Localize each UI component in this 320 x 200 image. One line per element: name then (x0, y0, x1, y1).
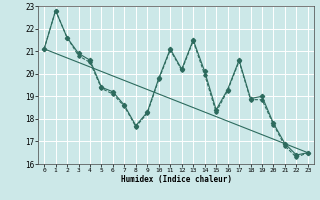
X-axis label: Humidex (Indice chaleur): Humidex (Indice chaleur) (121, 175, 231, 184)
